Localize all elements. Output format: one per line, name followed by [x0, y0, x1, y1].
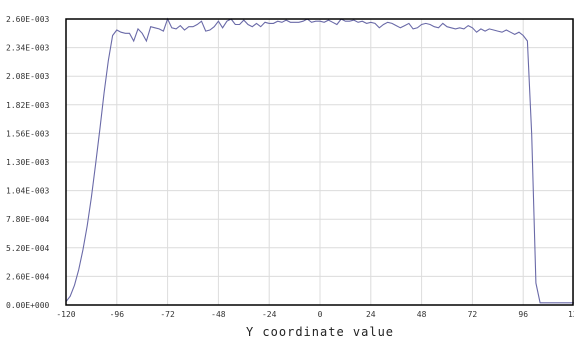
y-tick-label: 2.60E-003: [6, 15, 50, 24]
y-tick-label: 1.30E-003: [6, 158, 50, 167]
x-tick-label: -24: [262, 310, 277, 319]
grid-layer: [65, 18, 574, 306]
x-tick-label: 0: [318, 310, 323, 319]
x-tick-labels: -120 -96 -72 -48 -24 0 24 48 72 96 12: [56, 310, 574, 319]
x-tick-label: 96: [518, 310, 528, 319]
x-tick-label: 24: [366, 310, 376, 319]
y-tick-label: 5.20E-004: [6, 244, 50, 253]
y-tick-label: 2.08E-003: [6, 72, 50, 81]
y-tick-label: 2.60E-004: [6, 272, 50, 281]
y-tick-label: 1.56E-003: [6, 129, 50, 138]
y-tick-label: 1.82E-003: [6, 101, 50, 110]
y-tick-label: 0.00E+000: [6, 301, 50, 310]
x-tick-label: 72: [468, 310, 478, 319]
x-tick-label: 48: [417, 310, 427, 319]
y-tick-label: 1.04E-003: [6, 187, 50, 196]
x-tick-label: -96: [110, 310, 125, 319]
x-tick-label: -48: [211, 310, 226, 319]
x-axis-title: Y coordinate value: [246, 325, 394, 339]
x-tick-label: 12: [568, 310, 574, 319]
series-line: [65, 17, 574, 304]
x-tick-label: -72: [160, 310, 175, 319]
x-tick-label: -120: [56, 310, 75, 319]
plot-frame: [65, 18, 574, 306]
y-tick-label: 7.80E-004: [6, 215, 50, 224]
y-tick-labels: 0.00E+000 2.60E-004 5.20E-004 7.80E-004 1.04…: [6, 15, 50, 310]
series-layer: [65, 17, 574, 304]
y-tick-label: 2.34E-003: [6, 44, 50, 53]
